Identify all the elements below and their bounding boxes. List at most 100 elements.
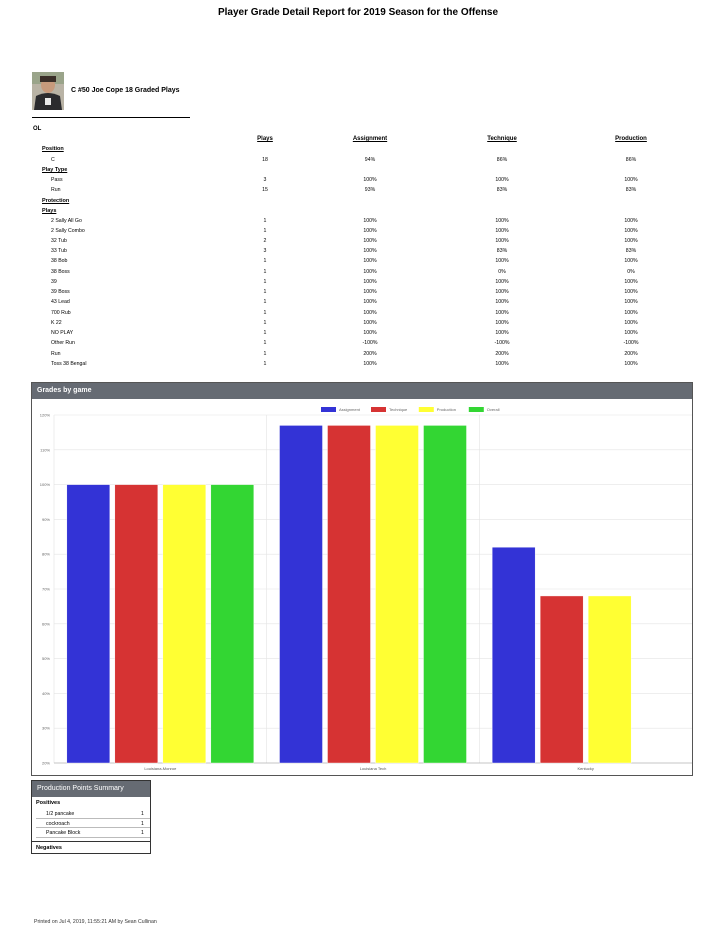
y-tick-label: 100%	[40, 482, 51, 487]
row-label: 39	[51, 279, 57, 285]
row-label: Pass	[51, 177, 63, 183]
row-value: 18	[262, 157, 268, 163]
y-tick-label: 40%	[42, 691, 50, 696]
chart-panel-title: Grades by game	[32, 383, 692, 399]
row-value: 100%	[495, 218, 509, 224]
row-value: 93%	[364, 187, 376, 193]
table-row: NO PLAY 1 100% 100% 100%	[40, 330, 690, 340]
row-value: 100%	[363, 330, 377, 336]
row-value: 1	[263, 228, 267, 234]
y-tick-label: 50%	[42, 656, 50, 661]
row-value: 100%	[495, 177, 509, 183]
avatar	[32, 72, 64, 110]
bar	[587, 595, 632, 764]
positive-label: cockroach	[46, 820, 70, 827]
row-label: 43 Lead	[51, 299, 70, 305]
row-value: 1	[263, 310, 267, 316]
row-value: 3	[263, 248, 267, 254]
row-value: 94%	[364, 157, 376, 163]
player-name: C #50 Joe Cope 18 Graded Plays	[71, 87, 180, 94]
row-value: 100%	[363, 258, 377, 264]
negatives-heading: Negatives	[32, 841, 150, 854]
legend-swatch	[418, 407, 434, 412]
row-value: 100%	[624, 228, 638, 234]
row-value: 100%	[624, 258, 638, 264]
grades-by-game-panel: Grades by game 20% 30% 40% 50% 60% 70% 80% 90% 1…	[31, 382, 693, 776]
row-value: 100%	[363, 299, 377, 305]
row-value: 200%	[624, 351, 638, 357]
player-header: C #50 Joe Cope 18 Graded Plays	[32, 72, 190, 118]
positive-value: 1	[141, 830, 144, 836]
row-value: 100%	[624, 279, 638, 285]
row-value: 1	[263, 289, 267, 295]
row-value: 100%	[363, 177, 377, 183]
row-value: 100%	[495, 238, 509, 244]
bar	[327, 425, 371, 764]
row-value: 100%	[624, 361, 638, 367]
row-value: 100%	[624, 289, 638, 295]
y-tick-label: 30%	[42, 726, 50, 731]
row-value: 100%	[495, 228, 509, 234]
table-row: 33 Tub 3 100% 83% 83%	[40, 248, 690, 258]
row-value: -100%	[362, 340, 378, 346]
bar	[539, 595, 584, 764]
table-row: 38 Boss 1 100% 0% 0%	[40, 269, 690, 279]
column-header: Technique	[487, 136, 517, 142]
row-label: 2 Sally Combo	[51, 228, 85, 234]
row-label: 33 Tub	[51, 248, 67, 254]
row-value: 1	[263, 218, 267, 224]
legend-swatch	[321, 407, 336, 412]
row-value: 1	[263, 361, 267, 367]
row-value: 1	[263, 299, 267, 305]
table-row: 2 Sally Combo 1 100% 100% 100%	[40, 228, 690, 238]
legend-label: Technique	[389, 407, 408, 412]
y-tick-label: 70%	[42, 587, 50, 592]
section-label: Protection	[42, 198, 70, 204]
column-header: Plays	[257, 136, 273, 142]
row-value: 100%	[624, 299, 638, 305]
row-value: 3	[263, 177, 267, 183]
row-label: 38 Boss	[51, 269, 70, 275]
row-value: 200%	[363, 351, 377, 357]
column-header: Assignment	[352, 136, 388, 142]
table-row: Run 1 200% 200% 200%	[40, 351, 690, 361]
row-value: 100%	[363, 310, 377, 316]
row-value: 100%	[495, 330, 509, 336]
row-value: 1	[263, 279, 267, 285]
grades-chart: 20% 30% 40% 50% 60% 70% 80% 90% 100% 110% 120% Loui…	[40, 407, 692, 771]
list-item: 1/2 pancake 1	[36, 809, 150, 819]
row-value: 0%	[498, 269, 506, 275]
table-row: 39 1 100% 100% 100%	[40, 279, 690, 289]
table-row: 43 Lead 1 100% 100% 100%	[40, 299, 690, 309]
y-tick-label: 110%	[40, 447, 50, 452]
row-value: 1	[263, 258, 267, 264]
row-value: 86%	[625, 157, 637, 163]
x-tick-label: Kentucky	[577, 766, 593, 771]
row-label: 39 Boss	[51, 289, 70, 295]
y-tick-label: 60%	[42, 621, 50, 626]
positive-label: Pancake Block	[46, 830, 81, 836]
row-label: Toss 38 Bengal	[51, 361, 87, 367]
row-value: 100%	[363, 289, 377, 295]
row-value: 100%	[495, 258, 509, 264]
y-tick-label: 90%	[42, 517, 50, 522]
row-label: Run	[51, 351, 61, 357]
printed-footer: Printed on Jul 4, 2019, 11:55:21 AM by S…	[34, 919, 157, 925]
row-value: 100%	[495, 320, 509, 326]
row-value: 100%	[363, 238, 377, 244]
row-value: 100%	[363, 320, 377, 326]
table-row: 2 Sally All Go 1 100% 100% 100%	[40, 218, 690, 228]
section-label: Position	[42, 146, 64, 152]
positive-value: 1	[141, 820, 144, 827]
row-label: Run	[51, 187, 61, 193]
row-value: 1	[263, 351, 267, 357]
table-row: Run 15 93% 83% 83%	[40, 187, 690, 197]
row-value: 100%	[363, 269, 377, 275]
y-tick-label: 20%	[42, 761, 50, 766]
row-value: 83%	[625, 187, 637, 193]
positives-list: 1/2 pancake 1 cockroach 1 Pancake Block 1	[32, 809, 150, 838]
row-value: 100%	[624, 310, 638, 316]
row-value: 100%	[624, 238, 638, 244]
row-value: 83%	[625, 248, 637, 254]
row-value: 100%	[363, 248, 377, 254]
